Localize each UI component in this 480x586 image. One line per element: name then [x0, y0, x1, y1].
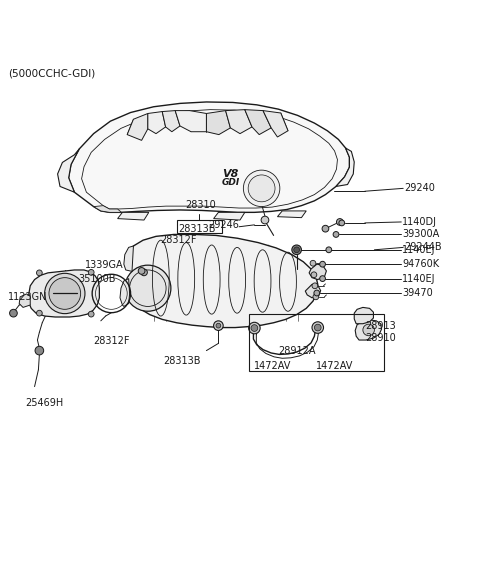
Text: 1472AV: 1472AV — [316, 361, 353, 371]
Circle shape — [88, 270, 94, 275]
Circle shape — [36, 270, 42, 276]
Bar — [177, 220, 222, 233]
Polygon shape — [118, 212, 149, 220]
Text: 39470: 39470 — [402, 288, 433, 298]
Polygon shape — [120, 278, 130, 306]
Polygon shape — [206, 111, 230, 135]
Circle shape — [36, 310, 42, 316]
Circle shape — [141, 269, 147, 276]
Text: 1140EJ: 1140EJ — [402, 245, 436, 255]
Circle shape — [49, 278, 81, 309]
Text: (5000CCHC-GDI): (5000CCHC-GDI) — [8, 69, 96, 79]
Circle shape — [249, 322, 260, 334]
Circle shape — [251, 325, 258, 332]
Text: 28910: 28910 — [365, 333, 396, 343]
Polygon shape — [148, 111, 166, 134]
Circle shape — [322, 226, 329, 232]
Circle shape — [292, 245, 301, 254]
Circle shape — [45, 273, 85, 314]
Polygon shape — [124, 246, 133, 271]
Circle shape — [214, 321, 223, 331]
Text: GDI: GDI — [221, 178, 240, 187]
Polygon shape — [355, 320, 382, 340]
Polygon shape — [127, 114, 148, 141]
Text: 1339GA: 1339GA — [85, 260, 124, 270]
Polygon shape — [19, 294, 30, 308]
Circle shape — [314, 290, 320, 296]
Text: 28313B: 28313B — [163, 356, 201, 366]
Circle shape — [216, 323, 221, 328]
Text: 1472AV: 1472AV — [254, 361, 292, 371]
Circle shape — [261, 216, 269, 224]
Polygon shape — [226, 110, 252, 134]
Text: 25469H: 25469H — [25, 398, 63, 408]
Circle shape — [333, 231, 339, 237]
Circle shape — [138, 268, 145, 274]
Circle shape — [10, 309, 17, 317]
Polygon shape — [354, 308, 373, 323]
Text: 28310: 28310 — [185, 200, 216, 210]
Text: 28913: 28913 — [365, 321, 396, 331]
Polygon shape — [277, 211, 306, 217]
Circle shape — [294, 247, 300, 253]
Text: 1140DJ: 1140DJ — [402, 217, 437, 227]
Polygon shape — [162, 111, 180, 132]
Circle shape — [320, 261, 325, 267]
Polygon shape — [263, 111, 288, 137]
Text: 39300A: 39300A — [402, 230, 440, 240]
Polygon shape — [69, 102, 349, 212]
Circle shape — [312, 322, 324, 333]
Circle shape — [310, 260, 316, 266]
Polygon shape — [245, 110, 271, 135]
Circle shape — [243, 170, 280, 207]
Text: 29240: 29240 — [404, 183, 435, 193]
Circle shape — [35, 346, 44, 355]
Circle shape — [336, 219, 343, 226]
Circle shape — [339, 220, 345, 226]
Text: V8: V8 — [222, 169, 239, 179]
Circle shape — [314, 324, 321, 331]
Text: 94760K: 94760K — [402, 259, 439, 269]
Text: 35100B: 35100B — [79, 274, 116, 284]
Text: 29244B: 29244B — [404, 243, 442, 253]
Bar — [249, 314, 384, 371]
Circle shape — [125, 265, 171, 311]
Text: 1123GN: 1123GN — [8, 292, 48, 302]
Circle shape — [312, 283, 318, 289]
Polygon shape — [305, 284, 321, 298]
Polygon shape — [175, 111, 206, 132]
Text: 28312F: 28312F — [160, 235, 197, 245]
Text: 1140EJ: 1140EJ — [402, 274, 436, 284]
Circle shape — [320, 276, 325, 281]
Text: 29246: 29246 — [208, 220, 239, 230]
Polygon shape — [214, 212, 245, 220]
Polygon shape — [58, 149, 79, 192]
Polygon shape — [127, 234, 318, 328]
Polygon shape — [94, 206, 121, 212]
Polygon shape — [29, 270, 99, 317]
Text: 28912A: 28912A — [278, 346, 316, 356]
Circle shape — [88, 311, 94, 317]
Circle shape — [313, 294, 319, 299]
Polygon shape — [309, 264, 326, 280]
Circle shape — [248, 175, 275, 202]
Polygon shape — [336, 148, 354, 186]
Circle shape — [363, 324, 374, 336]
Text: 28312F: 28312F — [94, 336, 130, 346]
Circle shape — [311, 272, 317, 278]
Circle shape — [326, 247, 332, 253]
Text: 28313B: 28313B — [179, 224, 216, 234]
